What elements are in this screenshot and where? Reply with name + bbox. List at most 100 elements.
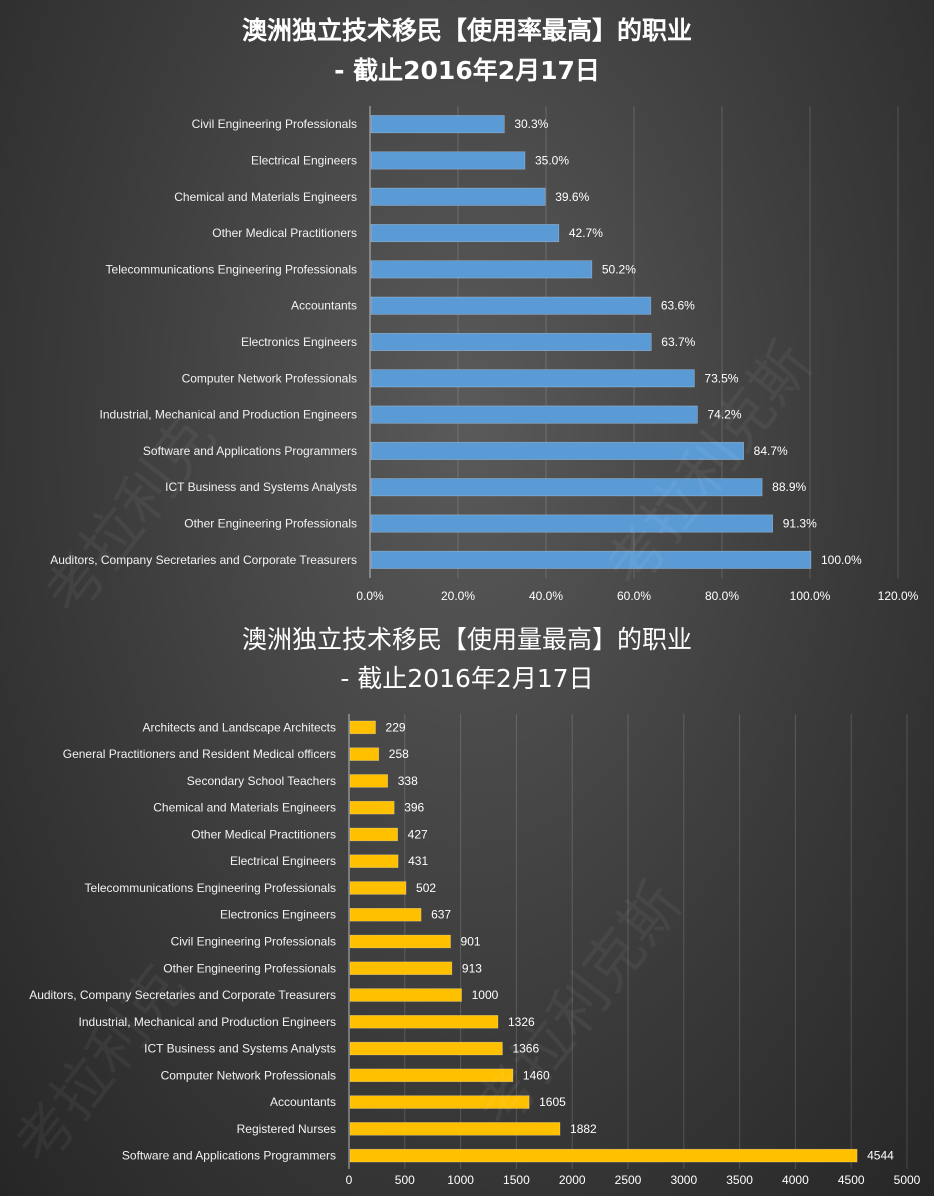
bar [370,187,546,206]
data-label: 1460 [523,1068,550,1082]
category-label: Other Engineering Professionals [184,517,357,531]
x-tick-label: 2500 [615,1173,642,1187]
data-label: 637 [431,908,451,922]
data-label: 84.7% [754,444,788,458]
data-label: 1000 [472,988,499,1002]
category-label: Telecommunications Engineering Professio… [106,262,357,276]
x-tick-label: 2000 [559,1173,586,1187]
data-label: 229 [386,720,406,734]
bar [349,1122,561,1136]
category-label: Civil Engineering Professionals [192,117,357,131]
x-tick-label: 1500 [503,1173,530,1187]
bar [370,296,652,315]
bar [349,1148,858,1163]
category-label: Other Medical Practitioners [191,827,336,841]
bar [349,1041,503,1056]
category-label: ICT Business and Systems Analysts [165,480,357,494]
data-label: 100.0% [821,553,862,567]
bar [349,881,407,895]
data-label: 396 [404,801,424,815]
category-label: Electrical Engineers [251,153,357,167]
category-label: Architects and Landscape Architects [143,720,336,734]
data-label: 35.0% [535,153,569,167]
category-label: Computer Network Professionals [182,371,357,385]
x-tick-label: 500 [395,1173,415,1187]
category-label: Auditors, Company Secretaries and Corpor… [29,988,336,1002]
bar [349,934,451,949]
bar [349,800,395,815]
x-tick-label: 3000 [670,1173,697,1187]
category-label: ICT Business and Systems Analysts [144,1042,336,1056]
bar [370,115,505,134]
bar [349,747,380,761]
bar [349,854,399,868]
data-label: 4544 [867,1149,894,1163]
category-label: Industrial, Mechanical and Production En… [79,1015,336,1029]
data-label: 30.3% [514,117,548,131]
category-label: Registered Nurses [237,1122,336,1136]
data-label: 50.2% [602,262,636,276]
bar [349,908,422,922]
data-label: 63.7% [661,335,695,349]
chart-subtitle: - 截止2016年2月17日 [340,664,594,693]
category-label: Computer Network Professionals [161,1068,336,1082]
bar [349,988,462,1002]
x-tick-label: 4500 [838,1173,865,1187]
bar [349,961,453,975]
bar [349,720,376,735]
bar [370,478,763,497]
data-label: 1366 [512,1042,539,1056]
data-label: 91.3% [783,517,817,531]
usage-rate-plot: 0.0% 20.0% 40.0% 60.0% 80.0% 100.0% 120.0% Civi… [50,106,919,603]
category-label: Other Medical Practitioners [212,226,357,240]
data-label: 901 [461,935,481,949]
data-label: 74.2% [707,408,741,422]
data-label: 502 [416,881,436,895]
bar [349,827,398,842]
bar [370,332,652,352]
data-label: 1326 [508,1015,535,1029]
data-label: 39.6% [555,190,589,204]
data-label: 258 [389,747,409,761]
bar [349,1068,514,1083]
x-tick-label: 3500 [726,1173,753,1187]
x-tick-label: 20.0% [441,589,475,603]
data-label: 431 [408,854,428,868]
usage-rate-chart: 澳洲独立技术移民【使用率最高】的职业 - 截止2016年2月17日 0.0% 20… [50,56,919,603]
category-label: Secondary School Teachers [187,774,336,788]
bar [349,1095,530,1109]
category-label: Electrical Engineers [230,854,336,868]
category-label: Civil Engineering Professionals [171,935,336,949]
x-tick-label: 100.0% [790,589,831,603]
x-tick-label: 80.0% [705,589,739,603]
category-label: Other Engineering Professionals [163,961,336,975]
category-label: Software and Applications Programmers [122,1149,336,1163]
bar [370,550,812,569]
bar [370,514,774,533]
x-tick-label: 0.0% [356,589,384,603]
x-tick-label: 120.0% [878,589,919,603]
data-label: 73.5% [704,371,738,385]
bar [370,369,695,388]
x-tick-label: 60.0% [617,589,651,603]
category-label: Auditors, Company Secretaries and Corpor… [50,553,357,567]
data-label: 63.6% [661,299,695,313]
bar [349,1015,499,1029]
category-label: Electronics Engineers [220,908,336,922]
bar [370,405,698,424]
chart-subtitle: - 截止2016年2月17日 [334,56,600,85]
bar [370,224,560,243]
bar [349,774,389,788]
category-label: Telecommunications Engineering Professio… [85,881,336,895]
data-label: 1605 [539,1095,566,1109]
bar [370,441,744,460]
x-tick-label: 5000 [894,1173,921,1187]
category-label: Accountants [270,1095,336,1109]
data-label: 338 [398,774,418,788]
data-label: 42.7% [569,226,603,240]
category-label: General Practitioners and Resident Medic… [63,747,336,761]
bar [370,260,593,279]
category-label: Industrial, Mechanical and Production En… [100,408,357,422]
x-tick-label: 1000 [447,1173,474,1187]
category-label: Chemical and Materials Engineers [174,190,357,204]
